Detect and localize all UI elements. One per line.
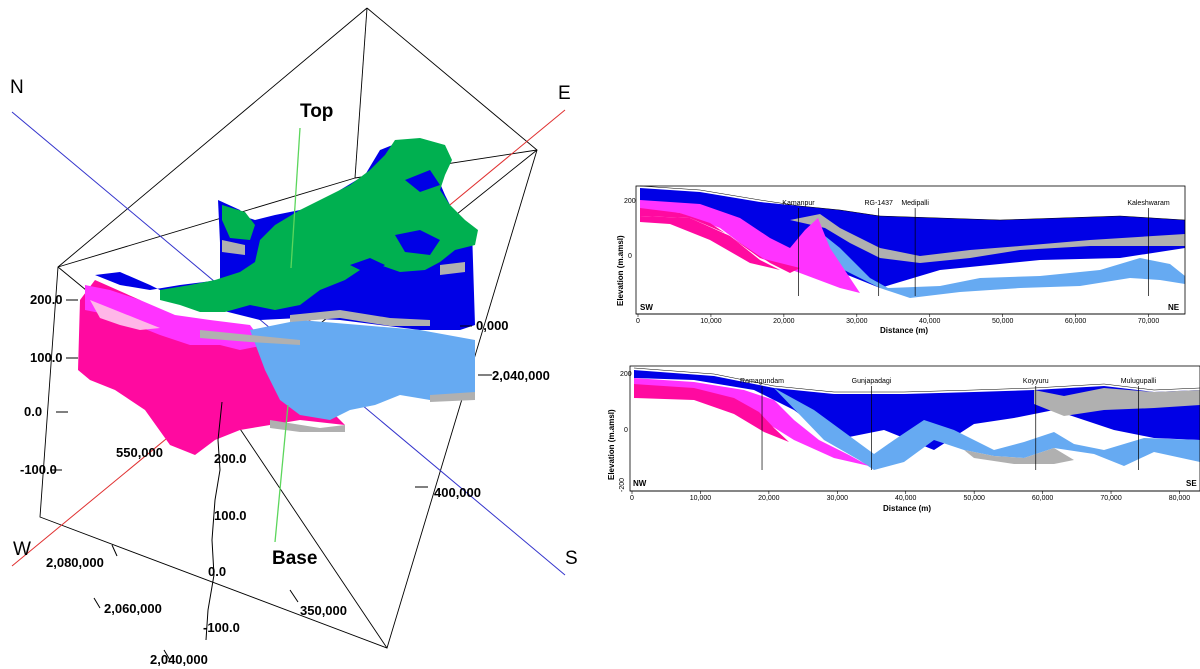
section-2-y-tick: 200 — [620, 371, 632, 378]
block-model-3d: N E S W Top Base 200.0 100.0 0.0 -100.0 … — [10, 7, 578, 667]
x-tick-label: 0 — [636, 318, 640, 325]
section-2-y-tick: -200 — [619, 478, 626, 492]
section-2-xlabel: Distance (m) — [883, 504, 931, 513]
x-tick-label: 50,000 — [992, 318, 1014, 325]
well-label: Kaleshwaram — [1127, 200, 1170, 207]
x-tick-label: 20,000 — [758, 495, 780, 502]
section-1-start-label: SW — [640, 303, 653, 312]
top-guide-line — [290, 127, 301, 269]
left-elev-label: 0.0 — [24, 404, 42, 419]
x-tick-label: 30,000 — [827, 495, 849, 502]
northing-label: 2,080,000 — [46, 555, 104, 570]
section-2-start-label: NW — [633, 479, 647, 488]
northing-label: 2,040,000 — [150, 652, 208, 667]
axis-ticks — [50, 299, 492, 661]
well-label: RG-1437 — [864, 200, 893, 207]
cross-section-1 — [639, 185, 1186, 298]
section-1-x-ticks: 0 10,000 20,000 30,000 40,000 50,000 60,000 70,… — [636, 314, 1159, 325]
section-2-x-ticks: 0 10,000 20,000 30,000 40,000 50,000 60,000 70,… — [630, 491, 1190, 502]
section-2-wells: Ramagundam Gunjapadagi Koyyuru Mulugupalli — [740, 378, 1157, 470]
x-tick-label: 70,000 — [1100, 495, 1122, 502]
northing-label: 2,060,000 — [104, 601, 162, 616]
cross-section-2 — [633, 367, 1200, 470]
north-label: N — [10, 77, 24, 98]
easting-label: 550,000 — [116, 445, 163, 460]
x-tick-label: 40,000 — [919, 318, 941, 325]
well-label: Medipalli — [901, 200, 929, 207]
section-1-xlabel: Distance (m) — [880, 326, 928, 335]
x-tick-label: 50,000 — [963, 495, 985, 502]
east-label: E — [558, 83, 571, 104]
x-tick-label: 10,000 — [700, 318, 722, 325]
geology-solid — [78, 138, 478, 455]
well-label: Gunjapadagi — [852, 378, 892, 385]
section-1-ylabel: Elevation (m.amsl) — [616, 235, 625, 306]
section-2-ylabel: Elevation (m.amsl) — [607, 409, 616, 480]
south-label: S — [565, 548, 578, 569]
section-2-y-tick: 0 — [624, 427, 628, 434]
front-elevation-trace — [205, 401, 223, 641]
left-elev-label: -100.0 — [20, 462, 57, 477]
easting-label: 400,000 — [434, 485, 481, 500]
base-label: Base — [272, 548, 317, 569]
cross-section-2-axes: 0 10,000 20,000 30,000 40,000 50,000 60,000 70,… — [607, 365, 1200, 513]
section-2-end-label: SE — [1186, 479, 1197, 488]
x-tick-label: 60,000 — [1065, 318, 1087, 325]
base-guide-line — [274, 404, 289, 543]
easting-label: 350,000 — [300, 603, 347, 618]
section-1-y-tick: 200 — [624, 198, 636, 205]
front-elev-label: 0.0 — [208, 564, 226, 579]
x-tick-label: 40,000 — [895, 495, 917, 502]
section-1-end-label: NE — [1168, 303, 1180, 312]
section-1-wells: Kamanpur RG-1437 Medipalli Kaleshwaram — [782, 200, 1170, 296]
x-tick-label: 70,000 — [1138, 318, 1160, 325]
cross-section-1-axes: 0 10,000 20,000 30,000 40,000 50,000 60,000 70,… — [616, 185, 1186, 335]
west-label: W — [13, 539, 31, 560]
x-tick-label: 30,000 — [846, 318, 868, 325]
well-label: Koyyuru — [1023, 378, 1049, 385]
front-elev-label: -100.0 — [203, 620, 240, 635]
left-elev-label: 200.0 — [30, 292, 63, 307]
top-label: Top — [300, 101, 333, 122]
well-label: Ramagundam — [740, 378, 784, 385]
front-elev-label: 200.0 — [214, 451, 247, 466]
front-elev-label: 100.0 — [214, 508, 247, 523]
x-tick-label: 10,000 — [690, 495, 712, 502]
x-tick-label: 0 — [630, 495, 634, 502]
well-label: Kamanpur — [782, 200, 815, 207]
well-label: Mulugupalli — [1121, 378, 1157, 385]
x-tick-label: 80,000 — [1169, 495, 1191, 502]
x-tick-label: 20,000 — [773, 318, 795, 325]
x-tick-label: 60,000 — [1032, 495, 1054, 502]
northing-label: 2,040,000 — [492, 368, 550, 383]
easting-label-partial: 0,000 — [476, 318, 509, 333]
left-elev-label: 100.0 — [30, 350, 63, 365]
section-1-y-tick: 0 — [628, 253, 632, 260]
